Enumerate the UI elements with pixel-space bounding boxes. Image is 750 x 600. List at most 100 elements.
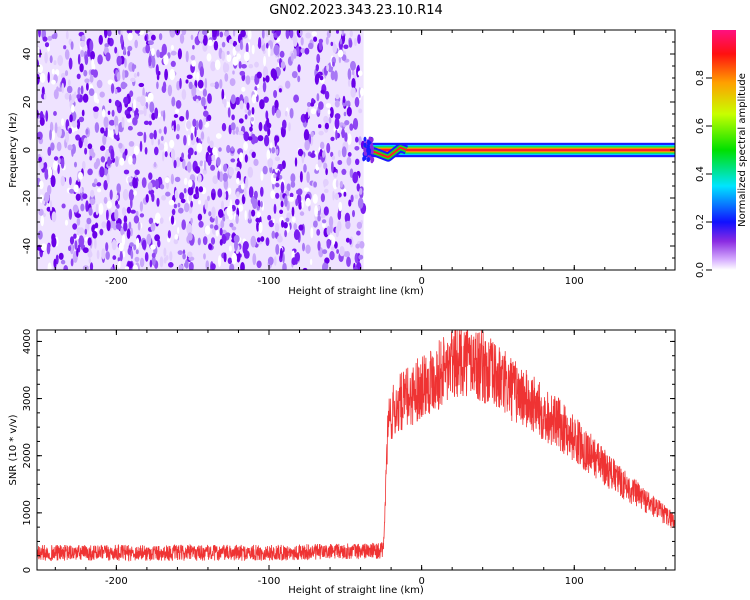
noise-blob	[200, 131, 205, 140]
noise-blob	[305, 111, 309, 124]
noise-blob	[347, 78, 351, 87]
noise-blob	[68, 245, 72, 251]
noise-blob	[186, 161, 192, 173]
noise-blob	[176, 123, 181, 132]
noise-blob	[207, 39, 213, 47]
noise-blob	[130, 209, 136, 214]
snr-y-tick-label: 3000	[22, 386, 33, 411]
noise-blob	[263, 96, 269, 103]
noise-blob	[311, 31, 317, 37]
noise-blob	[254, 61, 259, 68]
noise-blob	[97, 54, 103, 65]
noise-blob	[309, 258, 313, 266]
noise-blob	[241, 64, 247, 69]
noise-blob	[137, 71, 140, 77]
noise-blob	[119, 251, 123, 262]
noise-blob	[195, 98, 199, 103]
noise-blob	[114, 156, 119, 167]
noise-blob	[75, 213, 81, 219]
noise-blob	[219, 239, 223, 246]
colorbar: 0.0 0.2 0.4 0.6 0.8 Normalized spectral ampl…	[695, 30, 748, 278]
noise-blob	[70, 41, 74, 50]
noise-blob	[94, 238, 97, 249]
noise-blob	[173, 203, 177, 209]
noise-blob	[243, 141, 249, 151]
noise-blob	[173, 114, 179, 118]
noise-blob	[187, 251, 193, 258]
noise-blob	[191, 84, 197, 97]
noise-blob	[69, 236, 75, 245]
noise-blob	[356, 183, 360, 192]
noise-blob	[165, 191, 171, 197]
noise-blob	[49, 55, 53, 64]
noise-blob	[209, 140, 214, 149]
noise-blob	[291, 257, 297, 266]
noise-blob	[156, 49, 161, 58]
noise-blob	[326, 239, 331, 249]
noise-blob	[138, 82, 145, 88]
noise-blob	[265, 30, 270, 38]
noise-blob	[331, 246, 335, 251]
noise-blob	[280, 61, 286, 69]
noise-blob	[87, 47, 91, 57]
noise-blob	[184, 262, 188, 268]
noise-blob	[343, 44, 349, 50]
noise-blob	[280, 200, 284, 208]
noise-blob	[147, 92, 154, 102]
noise-blob	[271, 230, 276, 239]
colorbar-tick-label: 0.8	[695, 70, 706, 86]
noise-blob	[230, 122, 236, 131]
noise-blob	[211, 206, 216, 219]
noise-blob	[260, 236, 265, 242]
noise-blob	[44, 52, 48, 64]
noise-blob	[84, 147, 88, 155]
noise-blob	[355, 158, 360, 165]
noise-blob	[133, 73, 137, 78]
noise-blob	[108, 98, 112, 104]
noise-blob	[133, 244, 137, 251]
noise-blob	[122, 69, 126, 81]
noise-blob	[56, 126, 62, 138]
noise-blob	[210, 263, 216, 270]
noise-blob	[239, 100, 244, 110]
noise-blob	[163, 142, 168, 153]
noise-blob	[183, 188, 187, 194]
noise-blob	[89, 262, 94, 270]
noise-blob	[203, 253, 206, 260]
noise-blob	[146, 233, 152, 245]
noise-blob	[219, 171, 224, 183]
noise-blob	[328, 116, 332, 124]
noise-blob	[321, 219, 327, 224]
noise-blob	[198, 186, 204, 193]
noise-blob	[188, 81, 193, 90]
onset-smear	[367, 139, 370, 145]
noise-blob	[69, 176, 72, 186]
noise-blob	[138, 110, 145, 115]
noise-blob	[248, 209, 252, 221]
noise-blob	[256, 221, 260, 232]
noise-blob	[337, 149, 341, 158]
noise-blob	[120, 34, 124, 45]
noise-blob	[347, 68, 352, 80]
noise-blob	[71, 93, 75, 104]
noise-blob	[190, 200, 194, 208]
noise-blob	[257, 135, 264, 142]
noise-blob	[358, 108, 363, 114]
noise-blob	[267, 45, 271, 58]
noise-blob	[339, 246, 345, 257]
noise-blob	[112, 255, 117, 260]
noise-blob	[143, 120, 150, 126]
noise-blob	[121, 116, 125, 128]
noise-blob	[289, 30, 294, 39]
noise-blob	[282, 262, 287, 270]
noise-blob	[225, 190, 229, 201]
noise-blob	[90, 50, 95, 60]
noise-blob	[329, 250, 335, 261]
spectrogram-x-label: Height of straight line (km)	[288, 286, 424, 297]
noise-blob	[244, 108, 249, 114]
noise-blob	[53, 156, 59, 161]
noise-blob	[358, 254, 364, 260]
noise-blob	[265, 75, 270, 83]
noise-blob	[110, 83, 115, 94]
noise-blob	[199, 160, 204, 167]
